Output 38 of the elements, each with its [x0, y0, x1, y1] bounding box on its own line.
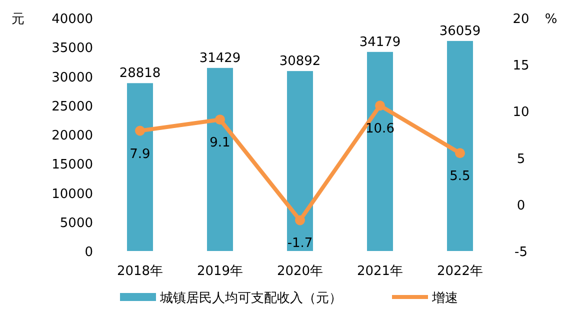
data-label: 31429 [199, 50, 241, 66]
data-label: -1.7 [287, 236, 313, 252]
y2-tick-label: 10 [512, 105, 530, 120]
y-tick-label: 20000 [52, 128, 93, 144]
data-label: 34179 [359, 34, 401, 50]
y-tick-label: 35000 [52, 41, 93, 56]
y2-tick-label: 15 [512, 58, 530, 74]
x-tick-label: 2019年 [196, 264, 244, 279]
y2-tick-label: 20 [512, 12, 530, 27]
x-tick-label: 2021年 [356, 264, 404, 279]
x-tick-label: 2022年 [436, 264, 484, 279]
data-label: 7.9 [130, 146, 150, 162]
y2-axis-title: % [544, 12, 558, 27]
y2-tick-label: -5 [514, 245, 528, 260]
legend-label: 城镇居民人均可支配收入（元） [159, 291, 342, 306]
y-tick-label: 5000 [60, 216, 93, 231]
y-tick-label: 40000 [52, 12, 93, 27]
data-label: 28818 [119, 66, 161, 82]
data-label: 30892 [279, 54, 321, 70]
y2-tick-label: 0 [516, 198, 526, 214]
y2-tick-label: 5 [516, 152, 526, 167]
x-tick-label: 2018年 [116, 264, 164, 279]
legend-label: 增速 [431, 291, 458, 306]
point [455, 148, 465, 158]
point [215, 114, 225, 125]
point [375, 100, 385, 111]
y-tick-label: 10000 [52, 186, 93, 202]
y-tick-label: 30000 [52, 70, 93, 86]
y-tick-label: 15000 [52, 158, 93, 173]
x-tick-label: 2020年 [276, 264, 324, 279]
data-label: 36059 [439, 24, 481, 39]
data-label: 9.1 [210, 136, 230, 151]
data-label: 5.5 [450, 169, 470, 184]
point [295, 215, 305, 226]
y-tick-label: 0 [84, 245, 93, 260]
y-axis-title: 元 [12, 12, 24, 27]
point [135, 126, 145, 136]
y-tick-label: 25000 [52, 99, 93, 114]
